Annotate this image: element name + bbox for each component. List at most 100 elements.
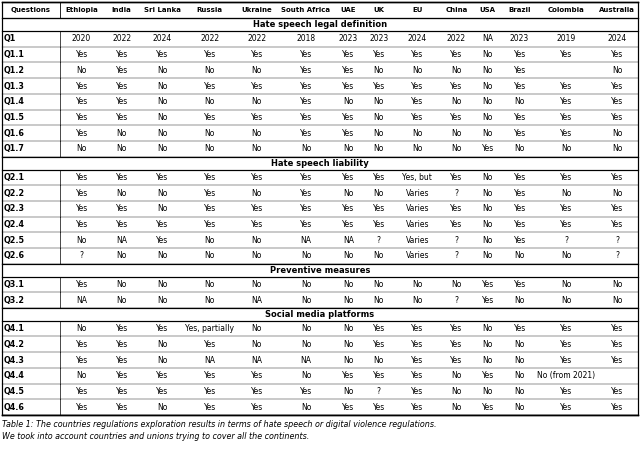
Text: Yes: Yes [76, 173, 88, 182]
Text: Yes: Yes [115, 220, 128, 229]
Text: Yes: Yes [115, 356, 128, 364]
Text: No: No [515, 356, 525, 364]
Text: No: No [451, 66, 461, 75]
Text: Yes: Yes [204, 220, 216, 229]
Text: Yes: Yes [372, 204, 385, 213]
Text: No: No [157, 97, 167, 106]
Text: South Africa: South Africa [282, 7, 330, 13]
Text: Yes: Yes [451, 81, 463, 90]
Text: Yes: Yes [156, 173, 168, 182]
Text: No: No [116, 129, 127, 138]
Text: No: No [515, 403, 525, 412]
Text: Yes: Yes [481, 371, 493, 380]
Text: Yes: Yes [156, 387, 168, 396]
Text: 2023: 2023 [339, 35, 358, 44]
Text: No: No [412, 129, 422, 138]
Text: NA: NA [301, 356, 312, 364]
Text: Yes: Yes [560, 50, 573, 59]
Text: No: No [515, 371, 525, 380]
Text: Yes: Yes [611, 387, 623, 396]
Text: Yes: Yes [76, 81, 88, 90]
Text: Australia: Australia [599, 7, 635, 13]
Text: Yes: Yes [481, 296, 493, 305]
Text: No: No [374, 189, 384, 198]
Text: No: No [252, 252, 262, 261]
Text: Q1.2: Q1.2 [4, 66, 25, 75]
Text: No: No [252, 144, 262, 153]
Text: Yes: Yes [300, 189, 312, 198]
Text: Yes: Yes [560, 387, 573, 396]
Text: Yes: Yes [481, 403, 493, 412]
Text: No: No [515, 340, 525, 349]
Text: Social media platforms: Social media platforms [266, 310, 374, 319]
Text: No: No [561, 189, 572, 198]
Text: No: No [374, 356, 384, 364]
Text: No: No [252, 189, 262, 198]
Text: No: No [612, 296, 622, 305]
Text: Yes: Yes [342, 113, 355, 122]
Text: No: No [157, 113, 167, 122]
Text: No: No [204, 144, 215, 153]
Text: Yes: Yes [560, 81, 573, 90]
Text: No (from 2021): No (from 2021) [538, 371, 595, 380]
Text: Yes: Yes [115, 371, 128, 380]
Text: 2024: 2024 [607, 35, 627, 44]
Text: No: No [116, 296, 127, 305]
Text: Q1: Q1 [4, 35, 16, 44]
Text: No: No [343, 387, 353, 396]
Text: No: No [343, 340, 353, 349]
Text: Yes: Yes [611, 97, 623, 106]
Text: Yes: Yes [560, 340, 573, 349]
Text: Yes: Yes [76, 356, 88, 364]
Text: Q4.1: Q4.1 [4, 324, 25, 333]
Text: Yes: Yes [251, 220, 263, 229]
Text: No: No [252, 97, 262, 106]
Text: Yes: Yes [560, 324, 573, 333]
Text: ?: ? [454, 296, 458, 305]
Text: No: No [76, 144, 87, 153]
Text: No: No [483, 340, 493, 349]
Text: Yes: Yes [372, 220, 385, 229]
Text: Yes: Yes [204, 340, 216, 349]
Text: Yes: Yes [76, 387, 88, 396]
Text: Yes: Yes [611, 340, 623, 349]
Text: No: No [252, 324, 262, 333]
Text: Yes: Yes [411, 324, 423, 333]
Text: No: No [374, 66, 384, 75]
Text: Q3.1: Q3.1 [4, 280, 25, 289]
Text: Yes: Yes [76, 113, 88, 122]
Text: No: No [374, 280, 384, 289]
Text: No: No [412, 144, 422, 153]
Text: No: No [451, 280, 461, 289]
Text: No: No [204, 66, 215, 75]
Text: Q4.5: Q4.5 [4, 387, 25, 396]
Text: UK: UK [373, 7, 384, 13]
Text: ?: ? [377, 236, 381, 245]
Text: No: No [483, 173, 493, 182]
Text: Yes: Yes [411, 81, 423, 90]
Text: Yes: Yes [156, 371, 168, 380]
Text: Yes: Yes [611, 204, 623, 213]
Text: 2023: 2023 [369, 35, 388, 44]
Text: No: No [343, 280, 353, 289]
Text: Ethiopia: Ethiopia [65, 7, 98, 13]
Text: Q2.1: Q2.1 [4, 173, 25, 182]
Text: No: No [301, 280, 311, 289]
Text: No: No [343, 296, 353, 305]
Text: No: No [483, 236, 493, 245]
Text: Yes: Yes [513, 81, 525, 90]
Text: Yes: Yes [300, 387, 312, 396]
Text: Yes: Yes [513, 236, 525, 245]
Text: Yes: Yes [513, 189, 525, 198]
Text: Yes: Yes [300, 220, 312, 229]
Text: Yes: Yes [513, 66, 525, 75]
Text: Yes: Yes [372, 340, 385, 349]
Text: No: No [483, 387, 493, 396]
Text: No: No [116, 144, 127, 153]
Text: No: No [374, 97, 384, 106]
Text: Yes: Yes [115, 340, 128, 349]
Text: NA: NA [116, 236, 127, 245]
Text: Yes: Yes [411, 50, 423, 59]
Text: No: No [301, 340, 311, 349]
Text: No: No [343, 97, 353, 106]
